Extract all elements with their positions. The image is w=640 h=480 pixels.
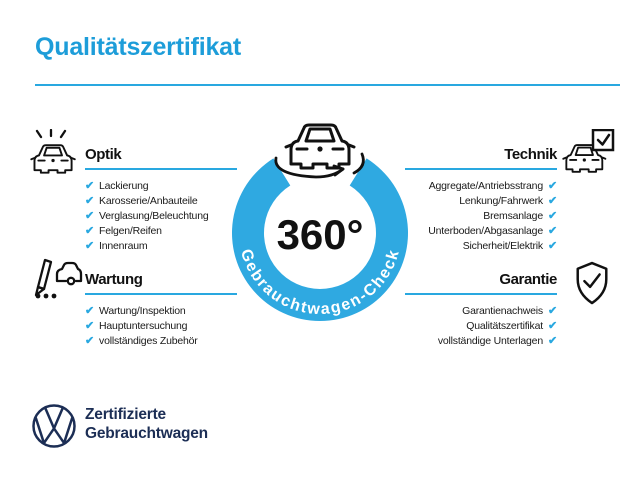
section-title: Optik <box>85 146 122 163</box>
badge-ring <box>232 158 408 322</box>
checklist-item-label: Qualitätszertifikat <box>466 320 543 332</box>
check-icon: ✔ <box>547 335 557 347</box>
section-technik: Technik Aggregate/Antriebsstrang ✔ Lenkun… <box>405 145 557 254</box>
checklist-item-label: Lenkung/Fahrwerk <box>459 195 543 207</box>
check-icon: ✔ <box>547 240 557 252</box>
section-title: Wartung <box>85 271 143 288</box>
checklist: ✔ Lackierung ✔ Karosserie/Anbauteile ✔ Verg… <box>85 179 237 254</box>
checklist-item-label: Innenraum <box>99 240 148 252</box>
checklist-item: ✔ Wartung/Inspektion <box>85 304 237 319</box>
check-icon: ✔ <box>547 225 557 237</box>
checklist-item: Unterboden/Abgasanlage ✔ <box>405 224 557 239</box>
footer-brand-text: Zertifizierte Gebrauchtwagen <box>85 405 208 443</box>
checklist-item-label: Karosserie/Anbauteile <box>99 195 198 207</box>
check-icon: ✔ <box>85 195 95 207</box>
checklist-item: Lenkung/Fahrwerk ✔ <box>405 194 557 209</box>
car-checkbox-icon <box>562 129 615 173</box>
checklist-item: ✔ Innenraum <box>85 239 237 254</box>
car-rotate-icon <box>274 123 365 179</box>
check-icon: ✔ <box>547 180 557 192</box>
checklist-item-label: vollständige Unterlagen <box>437 335 543 347</box>
check-icon: ✔ <box>547 195 557 207</box>
checklist-item-label: vollständiges Zubehör <box>99 335 198 347</box>
badge-degrees-label: 360° <box>277 211 364 258</box>
footer-brand-line2: Gebrauchtwagen <box>85 425 208 442</box>
360-check-badge: Gebrauchtwagen-Check 360° <box>232 123 408 322</box>
checklist-item-label: Aggregate/Antriebsstrang <box>428 180 543 192</box>
checklist-item-label: Sicherheit/Elektrik <box>462 240 543 252</box>
checklist-item: Sicherheit/Elektrik ✔ <box>405 239 557 254</box>
check-icon: ✔ <box>85 225 95 237</box>
page-title: Qualitätszertifikat <box>35 33 241 61</box>
service-checklist-icon <box>34 258 83 299</box>
check-icon: ✔ <box>547 210 557 222</box>
checklist-item: ✔ Lackierung <box>85 179 237 194</box>
section-divider <box>85 293 237 295</box>
checklist-item-label: Bremsanlage <box>483 210 543 222</box>
checklist: Garantienachweis ✔ Qualitätszertifikat ✔ v… <box>405 304 557 349</box>
section-divider <box>405 168 557 170</box>
checklist-item-label: Felgen/Reifen <box>99 225 162 237</box>
checklist: ✔ Wartung/Inspektion ✔ Hauptuntersuchung ✔… <box>85 304 237 349</box>
checklist: Aggregate/Antriebsstrang ✔ Lenkung/Fahrwe… <box>405 179 557 254</box>
section-wartung: Wartung ✔ Wartung/Inspektion ✔ Hauptunters… <box>85 270 237 349</box>
section-optik: Optik ✔ Lackierung ✔ Karosserie/Anbauteile… <box>85 145 237 254</box>
check-icon: ✔ <box>85 180 95 192</box>
checklist-item: ✔ Hauptuntersuchung <box>85 319 237 334</box>
checklist-item-label: Wartung/Inspektion <box>99 305 186 317</box>
shield-check-icon <box>576 261 608 305</box>
checklist-item-label: Lackierung <box>99 180 149 192</box>
check-icon: ✔ <box>85 320 95 332</box>
checklist-item: Garantienachweis ✔ <box>405 304 557 319</box>
car-shine-icon <box>30 129 76 174</box>
checklist-item-label: Verglasung/Beleuchtung <box>99 210 209 222</box>
title-divider <box>35 84 620 86</box>
check-icon: ✔ <box>547 305 557 317</box>
section-divider <box>405 293 557 295</box>
checklist-item: Aggregate/Antriebsstrang ✔ <box>405 179 558 194</box>
check-icon: ✔ <box>85 305 95 317</box>
checklist-item: vollständige Unterlagen ✔ <box>405 334 557 349</box>
checklist-item-label: Hauptuntersuchung <box>99 320 188 332</box>
checklist-item-label: Unterboden/Abgasanlage <box>428 225 543 237</box>
footer-brand-line1: Zertifizierte <box>85 406 166 423</box>
check-icon: ✔ <box>85 240 95 252</box>
checklist-item: ✔ Karosserie/Anbauteile <box>85 194 237 209</box>
vw-logo-icon <box>32 404 76 448</box>
section-title: Garantie <box>499 271 557 288</box>
section-garantie: Garantie Garantienachweis ✔ Qualitätszert… <box>405 270 557 349</box>
check-icon: ✔ <box>85 335 95 347</box>
checklist-item: Qualitätszertifikat ✔ <box>405 319 557 334</box>
checklist-item: ✔ vollständiges Zubehör <box>85 334 237 349</box>
check-icon: ✔ <box>547 320 557 332</box>
section-divider <box>85 168 237 170</box>
checklist-item: ✔ Felgen/Reifen <box>85 224 237 239</box>
checklist-item: ✔ Verglasung/Beleuchtung <box>85 209 237 224</box>
checklist-item: Bremsanlage ✔ <box>405 209 557 224</box>
check-icon: ✔ <box>85 210 95 222</box>
checklist-item-label: Garantienachweis <box>462 305 543 317</box>
section-title: Technik <box>504 146 557 163</box>
